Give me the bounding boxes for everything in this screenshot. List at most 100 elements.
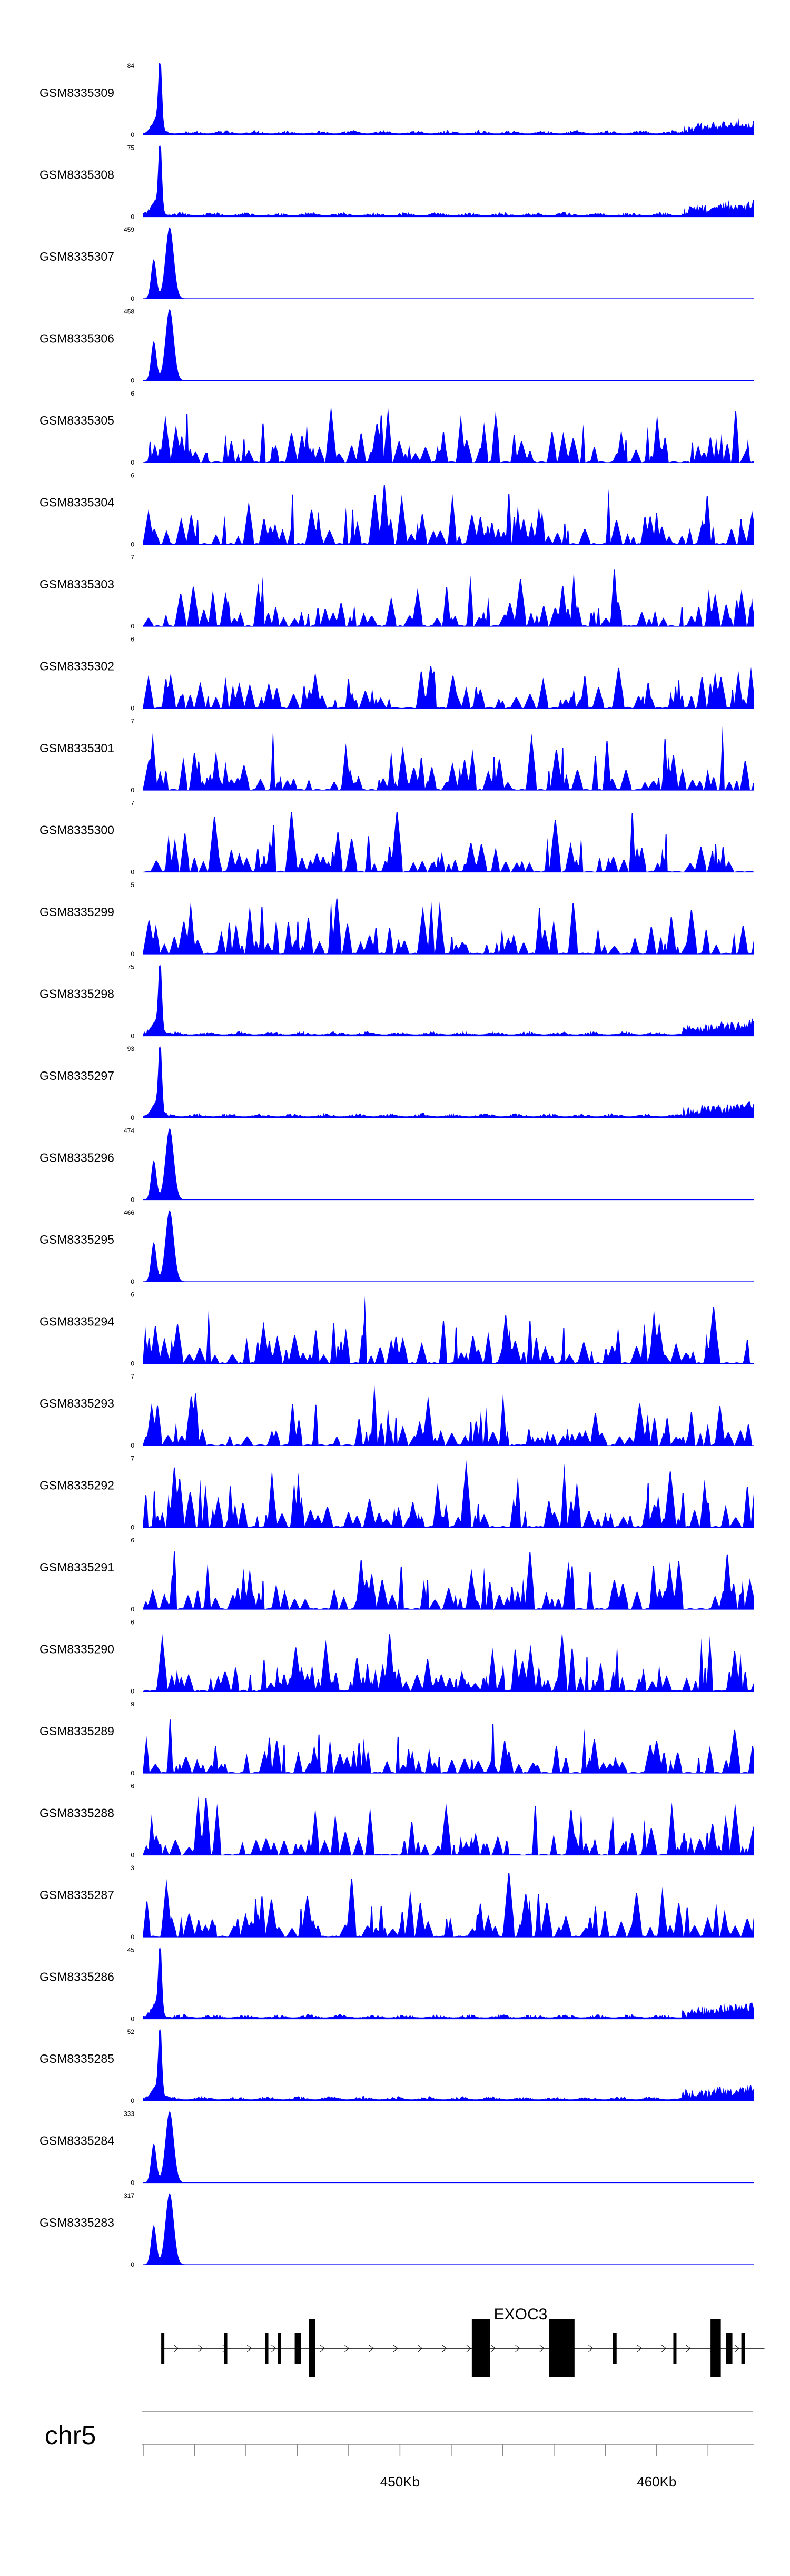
axis-ticks: 450Kb 460Kb (142, 2444, 754, 2490)
signal-area (143, 666, 754, 709)
track-GSM8335291: GSM8335291 6 0 (39, 1537, 754, 1613)
track-GSM8335304: GSM8335304 6 0 (39, 472, 754, 548)
track-max-label: 459 (124, 226, 134, 233)
track-GSM8335302: GSM8335302 6 0 (39, 636, 754, 712)
strand-arrow (637, 2345, 642, 2352)
track-max-label: 75 (127, 963, 135, 971)
strand-arrow (344, 2345, 350, 2352)
signal-tracks: GSM8335309840GSM8335308750GSM83353074590… (39, 62, 754, 2268)
exon-block (673, 2333, 677, 2364)
track-min-label: 0 (131, 1524, 134, 1531)
strand-arrow (588, 2345, 594, 2352)
signal-area (143, 1046, 754, 1118)
track-name-label: GSM8335287 (39, 1888, 114, 1902)
track-min-label: 0 (131, 2261, 134, 2268)
signal-area (143, 1210, 754, 1282)
exon-block (265, 2333, 269, 2364)
track-min-label: 0 (131, 950, 134, 958)
track-name-label: GSM8335308 (39, 168, 114, 182)
exon-block (224, 2333, 228, 2364)
track-name-label: GSM8335307 (39, 250, 114, 263)
track-GSM8335285: GSM8335285 52 0 (39, 2028, 754, 2105)
track-min-label: 0 (131, 1606, 134, 1613)
track-max-label: 6 (131, 1783, 134, 1790)
track-GSM8335298: GSM8335298 75 0 (39, 963, 754, 1040)
track-max-label: 52 (127, 2028, 135, 2036)
signal-area (143, 1128, 754, 1200)
track-GSM8335290: GSM8335290 6 0 (39, 1619, 754, 1695)
signal-area (143, 569, 754, 626)
track-name-label: GSM8335304 (39, 496, 114, 509)
signal-area (143, 63, 754, 135)
strand-arrow (466, 2345, 471, 2352)
track-GSM8335288: GSM8335288 6 0 (39, 1783, 754, 1859)
signal-area (143, 2193, 754, 2265)
track-max-label: 7 (131, 800, 134, 807)
exon-block (726, 2333, 733, 2364)
track-GSM8335299: GSM8335299 5 0 (39, 881, 754, 958)
strand-arrow (735, 2345, 740, 2352)
signal-area (143, 227, 754, 299)
signal-area (143, 1383, 754, 1446)
strand-arrow (320, 2345, 325, 2352)
signal-area (143, 309, 754, 381)
track-min-label: 0 (131, 213, 134, 221)
strand-arrow (686, 2345, 691, 2352)
track-name-label: GSM8335289 (39, 1724, 114, 1738)
track-min-label: 0 (131, 1033, 134, 1040)
track-max-label: 6 (131, 390, 134, 397)
signal-area (143, 726, 754, 790)
exon-block (471, 2319, 490, 2377)
track-min-label: 0 (131, 1769, 134, 1777)
track-max-label: 458 (124, 308, 134, 316)
exon-block (294, 2333, 301, 2364)
track-name-label: GSM8335299 (39, 905, 114, 919)
axis-tick-label: 460Kb (637, 2474, 676, 2490)
track-min-label: 0 (131, 2179, 134, 2187)
track-min-label: 0 (131, 541, 134, 548)
signal-area (143, 1631, 754, 1692)
signal-area (143, 485, 754, 545)
track-max-label: 7 (131, 1455, 134, 1462)
strand-arrow (661, 2345, 667, 2352)
track-name-label: GSM8335286 (39, 1970, 114, 1984)
track-min-label: 0 (131, 2015, 134, 2023)
track-name-label: GSM8335298 (39, 987, 114, 1001)
strand-arrow (246, 2345, 252, 2352)
axis-tick-label: 450Kb (380, 2474, 420, 2490)
track-name-label: GSM8335290 (39, 1643, 114, 1656)
signal-area (143, 1873, 754, 1937)
track-min-label: 0 (131, 705, 134, 712)
track-max-label: 7 (131, 717, 134, 725)
signal-area (143, 2111, 754, 2183)
track-GSM8335295: GSM8335295 466 0 (39, 1209, 754, 1285)
track-GSM8335283: GSM8335283 317 0 (39, 2192, 754, 2268)
track-name-label: GSM8335305 (39, 414, 114, 427)
track-max-label: 466 (124, 1209, 134, 1216)
track-name-label: GSM8335303 (39, 577, 114, 591)
track-max-label: 6 (131, 1619, 134, 1626)
strand-arrow (442, 2345, 447, 2352)
track-max-label: 474 (124, 1127, 134, 1135)
signal-area (143, 1551, 754, 1609)
track-min-label: 0 (131, 1114, 134, 1122)
track-min-label: 0 (131, 1442, 134, 1449)
track-min-label: 0 (131, 2097, 134, 2105)
track-max-label: 7 (131, 1373, 134, 1380)
signal-area (143, 898, 754, 954)
track-name-label: GSM8335309 (39, 86, 114, 100)
chromosome-label: chr5 (45, 2421, 96, 2450)
signal-area (143, 1719, 754, 1773)
gene-model-exoc3 (161, 2319, 765, 2377)
track-max-label: 6 (131, 472, 134, 479)
track-max-label: 9 (131, 1700, 134, 1708)
track-GSM8335303: GSM8335303 7 0 (39, 554, 754, 630)
track-max-label: 6 (131, 636, 134, 643)
exon-block (710, 2319, 721, 2377)
strand-arrow (515, 2345, 520, 2352)
track-max-label: 45 (127, 1946, 135, 1954)
track-name-label: GSM8335295 (39, 1233, 114, 1246)
strand-arrow (490, 2345, 496, 2352)
track-max-label: 7 (131, 554, 134, 561)
